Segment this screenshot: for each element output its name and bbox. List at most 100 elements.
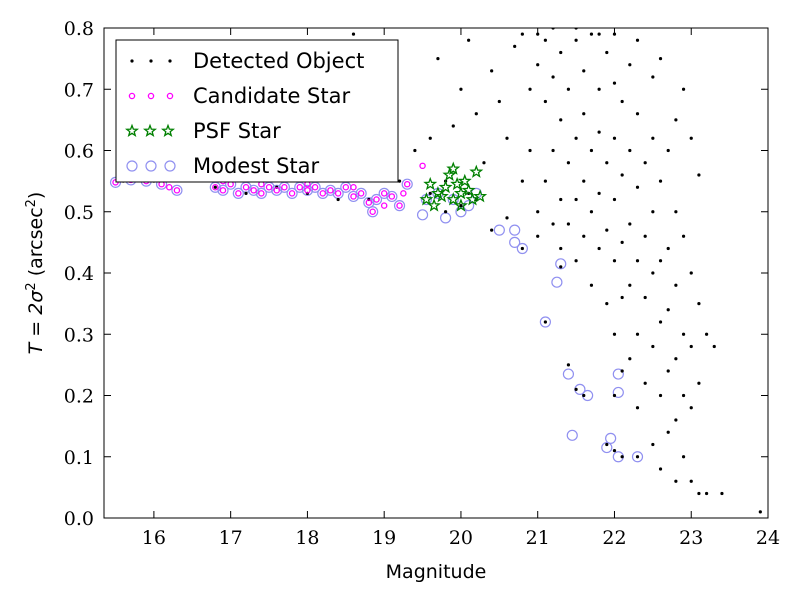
y-tick-label: 0.6: [64, 141, 94, 163]
data-point: [674, 118, 678, 122]
data-point: [605, 50, 609, 55]
data-point: [536, 234, 540, 238]
data-point: [589, 148, 594, 153]
legend-marker: [149, 59, 153, 63]
data-point: [551, 276, 563, 288]
data-point: [651, 75, 655, 79]
data-point: [443, 210, 448, 214]
y-tick-label: 0.3: [64, 324, 94, 346]
data-point: [620, 455, 624, 459]
data-point: [482, 161, 486, 165]
data-point: [597, 246, 601, 251]
data-point: [589, 210, 594, 214]
data-point: [423, 176, 438, 191]
data-point: [171, 184, 183, 196]
data-point: [520, 179, 524, 183]
data-point: [386, 190, 398, 203]
data-point: [674, 210, 678, 214]
data-point: [317, 187, 329, 199]
data-point: [367, 206, 379, 218]
data-point: [428, 136, 432, 140]
legend-marker: [147, 92, 155, 100]
data-point: [413, 148, 417, 153]
data-point: [457, 173, 472, 188]
data-point: [681, 393, 686, 398]
data-point: [758, 510, 762, 514]
data-point: [465, 192, 480, 206]
data-point: [217, 184, 229, 196]
data-point: [350, 183, 357, 191]
data-point: [536, 210, 540, 214]
data-point: [378, 187, 390, 199]
data-point: [340, 181, 352, 193]
data-point: [242, 183, 250, 191]
legend-marker: [166, 92, 174, 100]
data-point: [520, 246, 524, 251]
data-point: [666, 369, 670, 373]
data-point: [681, 455, 686, 459]
data-point: [681, 234, 686, 238]
data-point: [255, 187, 267, 199]
data-point: [689, 344, 693, 349]
data-point: [419, 192, 434, 206]
data-point: [574, 259, 578, 263]
y-tick-label: 0.1: [64, 447, 94, 469]
data-point: [651, 442, 655, 447]
data-point: [674, 357, 678, 361]
data-point: [400, 190, 407, 197]
y-tick-label: 0.7: [64, 79, 94, 101]
data-point: [651, 136, 655, 140]
data-point: [612, 197, 617, 202]
data-point: [697, 173, 701, 177]
data-point: [363, 196, 375, 209]
x-tick-label: 20: [449, 527, 473, 549]
data-point: [436, 57, 440, 61]
legend-marker: [145, 160, 157, 172]
series-modest-star: [109, 174, 644, 463]
data-point: [643, 161, 647, 165]
data-point: [635, 259, 640, 263]
y-tick-label: 0.0: [64, 508, 94, 530]
data-point: [628, 148, 632, 153]
data-point: [559, 50, 563, 55]
data-point: [520, 32, 524, 36]
data-point: [620, 173, 624, 177]
data-point: [620, 369, 624, 373]
y-tick-label: 0.4: [64, 263, 94, 285]
y-tick-label: 0.5: [64, 202, 94, 224]
data-point: [651, 344, 655, 349]
data-point: [658, 179, 663, 183]
data-point: [635, 406, 640, 410]
legend-marker: [142, 123, 158, 137]
data-point: [582, 234, 586, 238]
data-point: [689, 271, 693, 275]
data-point: [566, 161, 571, 165]
data-point: [350, 193, 357, 200]
legend-marker: [128, 92, 136, 100]
data-point: [450, 176, 465, 191]
x-tick-label: 21: [526, 527, 550, 549]
x-axis-label: Magnitude: [386, 561, 487, 583]
data-point: [369, 208, 376, 215]
data-point: [612, 393, 617, 398]
data-point: [605, 161, 609, 165]
data-point: [551, 222, 555, 226]
data-point: [551, 148, 555, 153]
data-point: [505, 136, 509, 140]
data-point: [342, 183, 350, 191]
data-point: [597, 32, 601, 36]
data-point: [605, 432, 617, 444]
data-point: [258, 190, 265, 197]
data-point: [582, 179, 586, 183]
data-point: [620, 295, 624, 300]
data-point: [451, 124, 455, 128]
data-point: [446, 161, 461, 175]
legend-label: Candidate Star: [193, 84, 350, 108]
data-point: [628, 357, 632, 361]
data-point: [658, 57, 663, 61]
data-point: [704, 332, 709, 336]
data-point: [250, 187, 257, 194]
data-point: [574, 38, 578, 42]
data-point: [631, 451, 644, 463]
data-point: [635, 332, 640, 336]
